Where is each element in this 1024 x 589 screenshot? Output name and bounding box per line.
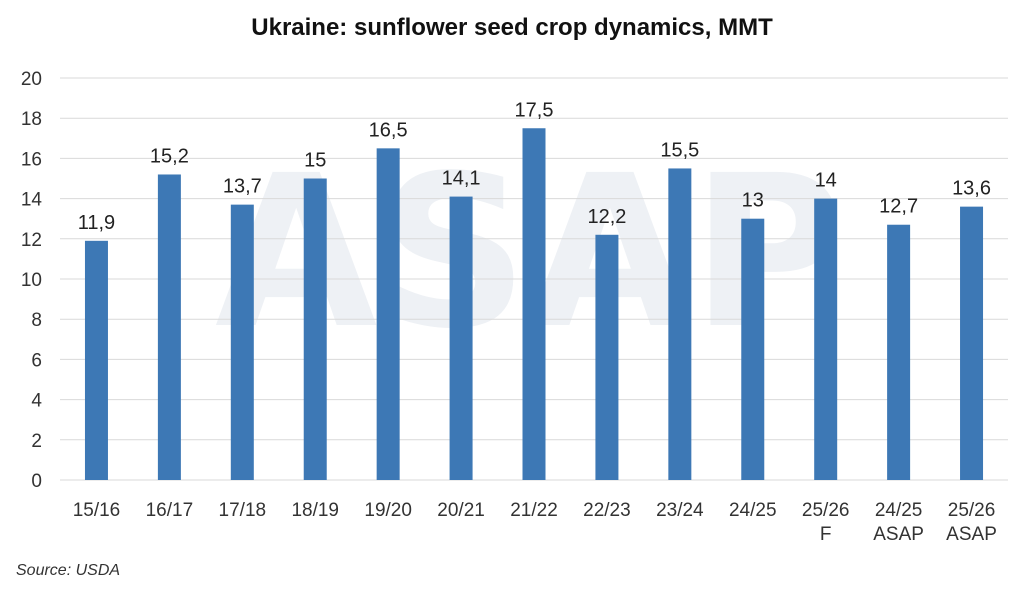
bar [814, 198, 838, 480]
bar-value-label: 13,6 [952, 178, 991, 200]
bar [157, 174, 181, 481]
bar-value-label: 17,5 [515, 99, 554, 121]
bar-value-label: 13,7 [223, 176, 262, 198]
bar [230, 204, 254, 480]
y-axis-ticks: 0 2 4 6 8 10 12 14 16 18 20 [21, 69, 43, 492]
bar-value-label: 13 [742, 190, 764, 212]
x-tick-label: 24/25 [729, 500, 777, 521]
x-tick-label: 18/19 [291, 500, 339, 521]
bar-value-label: 15 [304, 150, 326, 172]
y-tick-label: 12 [21, 230, 42, 251]
x-tick-label: 19/20 [364, 500, 412, 521]
bar [522, 128, 546, 480]
y-tick-label: 8 [31, 310, 42, 331]
x-tick-label: 25/26 F [802, 500, 850, 545]
x-tick-label: 20/21 [437, 500, 485, 521]
y-tick-label: 2 [31, 431, 42, 452]
bar [595, 234, 619, 480]
bar-value-label: 15,5 [660, 139, 699, 161]
x-tick-label: 21/22 [510, 500, 558, 521]
y-tick-label: 18 [21, 109, 42, 130]
x-tick-label: 17/18 [219, 500, 267, 521]
bar [84, 240, 108, 480]
x-tick-label: 15/16 [73, 500, 121, 521]
x-tick-label: 22/23 [583, 500, 631, 521]
x-tick-label: 24/25 ASAP [873, 500, 924, 545]
bar-value-label: 11,9 [78, 212, 115, 234]
bar [960, 206, 984, 480]
bar [741, 218, 765, 480]
bar-value-label: 14,1 [442, 168, 481, 190]
bars [84, 128, 984, 481]
y-tick-label: 4 [31, 391, 42, 412]
x-tick-label: 16/17 [146, 500, 194, 521]
bar [887, 224, 911, 480]
bar-value-label: 12,7 [879, 196, 918, 218]
y-tick-label: 10 [21, 270, 42, 291]
y-tick-label: 14 [21, 190, 43, 211]
bar-value-label: 16,5 [369, 119, 408, 141]
value-labels: 11,9 15,2 13,7 15 16,5 14,1 17,5 12,2 15,5 13 14 12… [78, 99, 991, 234]
y-tick-label: 0 [31, 471, 42, 492]
bar [449, 196, 473, 480]
bar-value-label: 14 [815, 170, 837, 192]
bar-value-label: 12,2 [587, 206, 626, 228]
bar [668, 168, 692, 480]
chart-title: Ukraine: sunflower seed crop dynamics, M… [251, 14, 773, 41]
x-axis-ticks: 15/16 16/17 17/18 18/19 19/20 20/21 21/22 22/23… [73, 500, 997, 545]
bar-value-label: 15,2 [150, 145, 189, 167]
bar [303, 178, 327, 480]
y-tick-label: 16 [21, 149, 42, 170]
x-tick-label: 23/24 [656, 500, 704, 521]
bar [376, 148, 400, 480]
y-tick-label: 6 [31, 350, 42, 371]
y-tick-label: 20 [21, 69, 42, 90]
x-tick-label: 25/26 ASAP [946, 500, 997, 545]
source-note: Source: USDA [16, 562, 121, 579]
